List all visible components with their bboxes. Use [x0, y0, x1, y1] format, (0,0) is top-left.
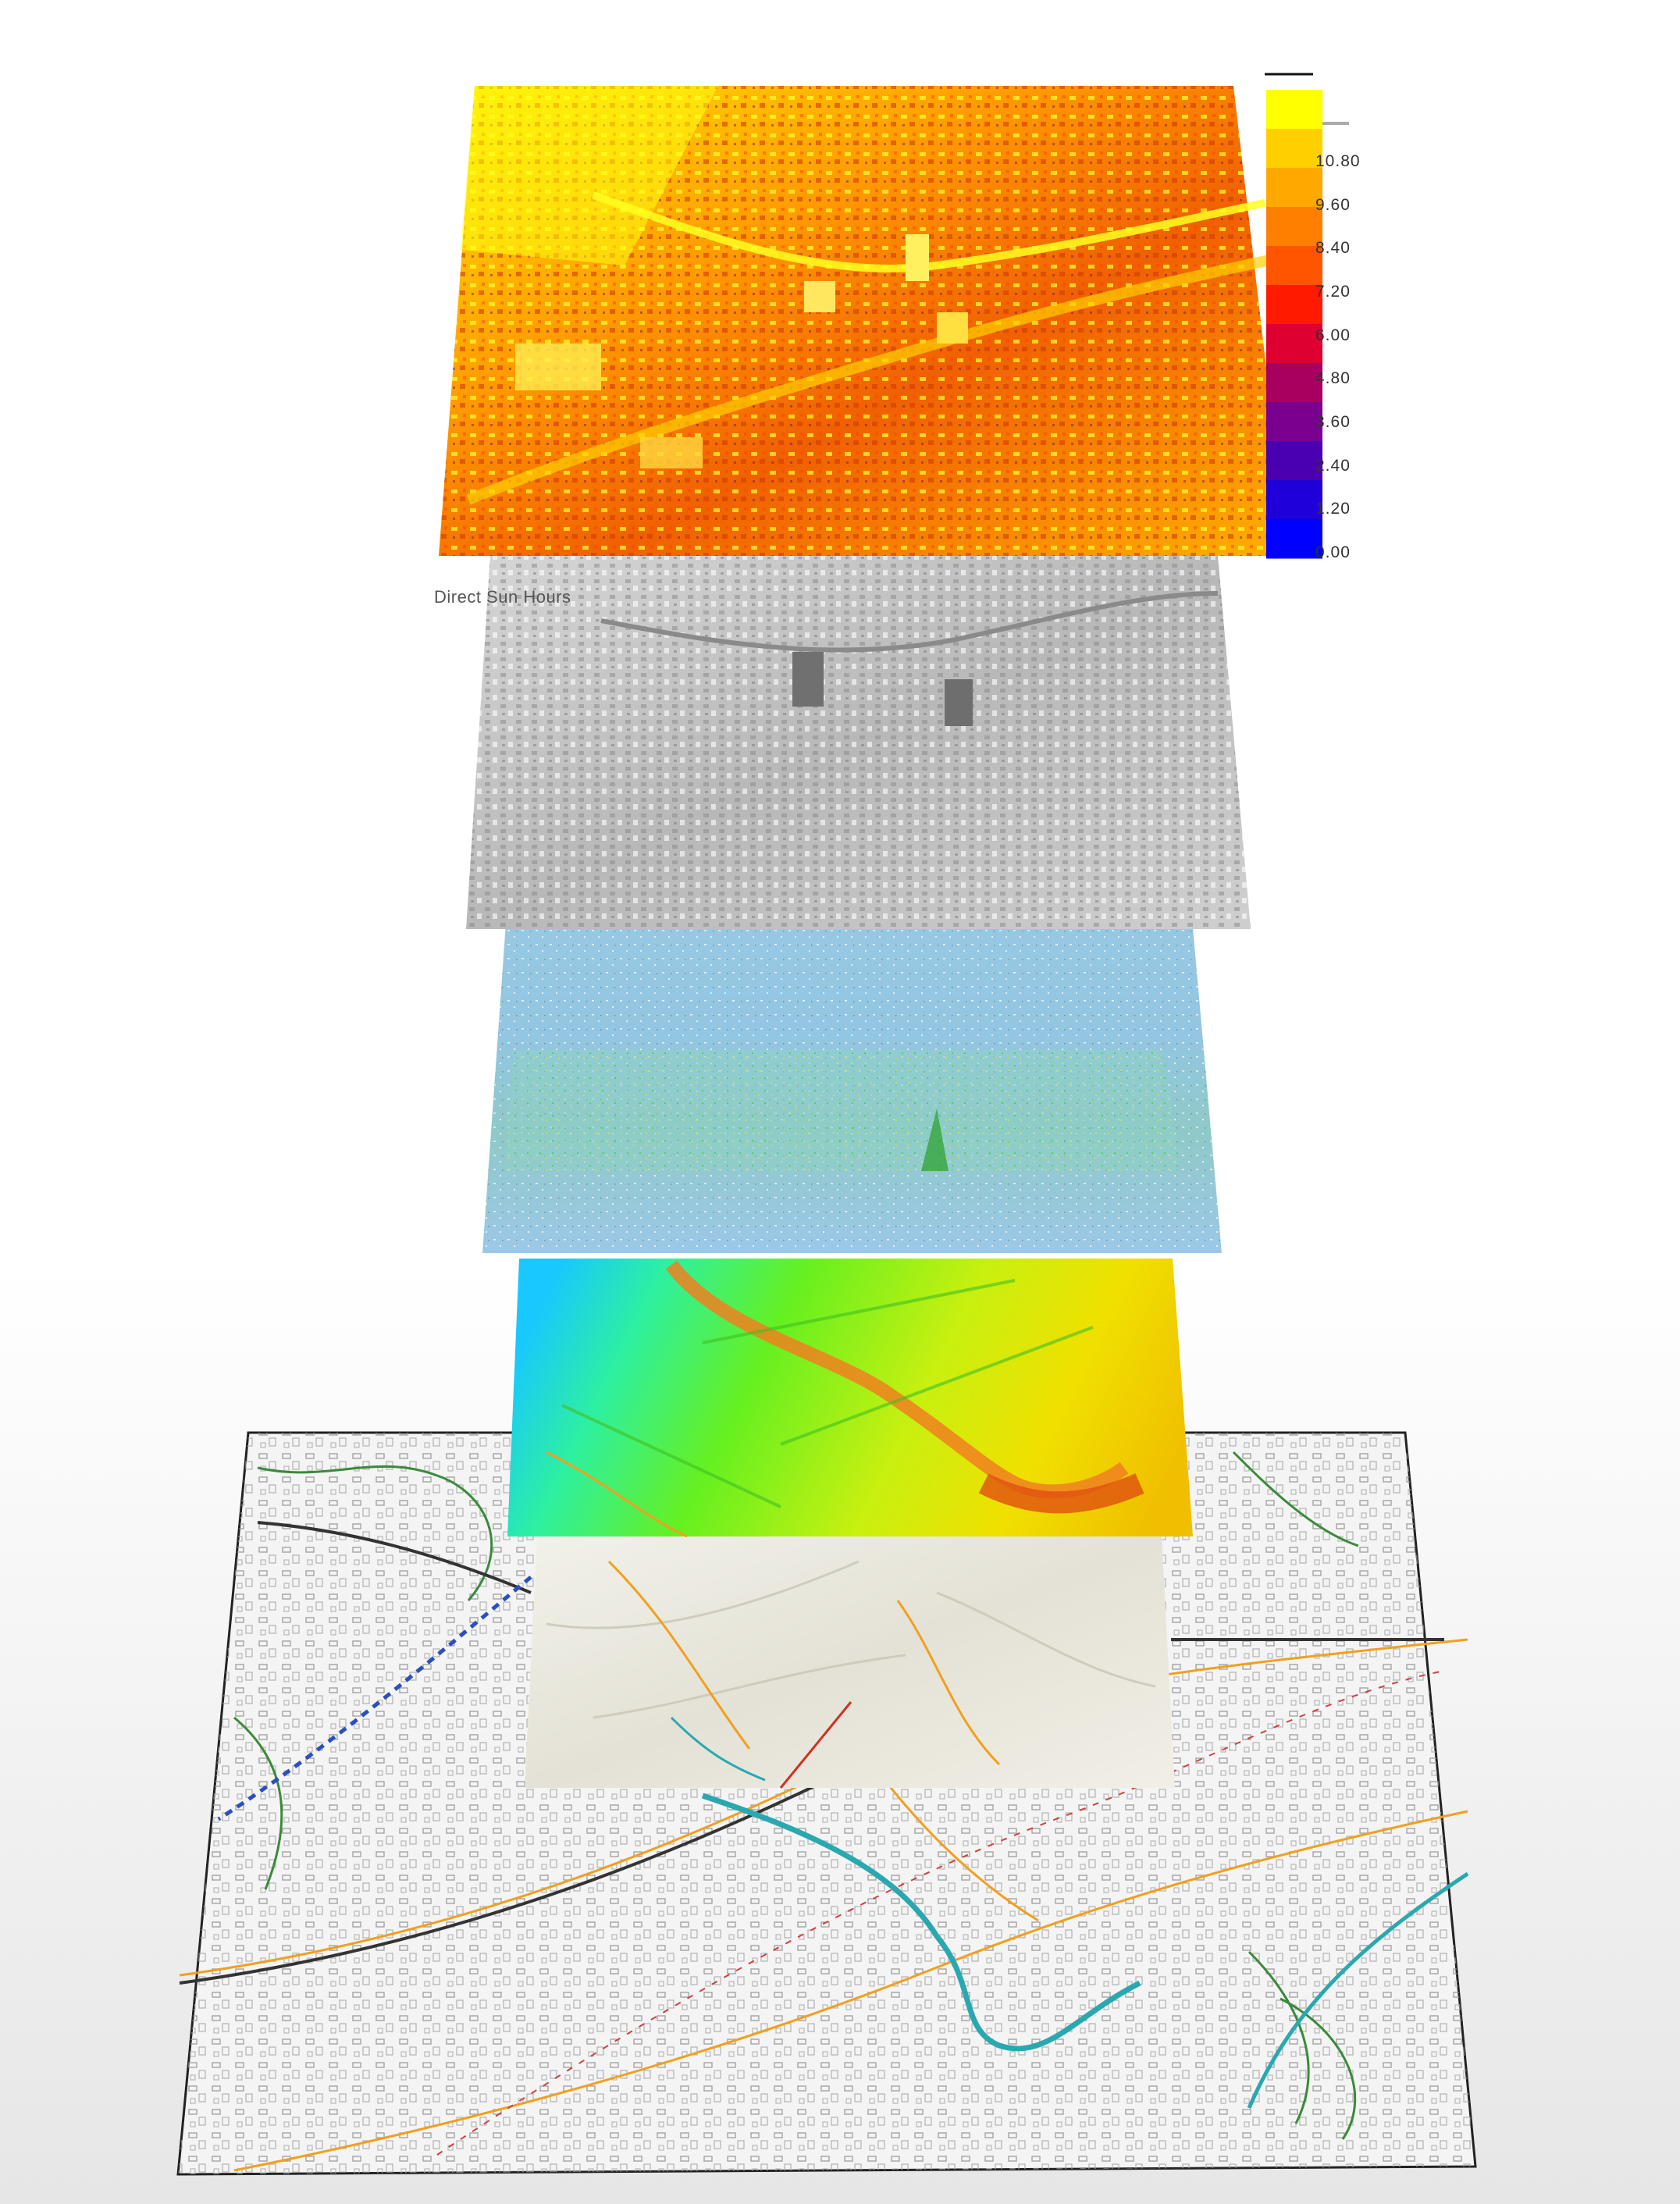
legend-swatch: [1266, 441, 1322, 481]
legend-swatch: [1266, 90, 1322, 130]
legend-tick-label: 8.40: [1315, 239, 1351, 258]
legend-tick-label: 1.20: [1315, 500, 1351, 518]
legend-tick-label: 6.00: [1315, 326, 1351, 344]
basemap-railway-dashed-red: [436, 1670, 1445, 2156]
sun-hours-layer: [439, 86, 1288, 556]
legend-tick-label: 3.60: [1315, 413, 1351, 431]
hillshade-layer: [525, 1536, 1175, 1789]
legend: [1265, 73, 1349, 559]
layer-caption: Direct Sun Hours: [434, 587, 571, 607]
legend-swatch: [1266, 324, 1322, 364]
legend-swatch: [1266, 285, 1322, 325]
basemap-rail-dashed: [217, 1576, 532, 1821]
legend-swatch: [1266, 207, 1322, 247]
legend-swatch: [1266, 480, 1322, 520]
legend-swatch: [1266, 129, 1322, 169]
legend-tick-label: 10.80: [1315, 152, 1361, 170]
city-model-layer: [466, 556, 1251, 929]
sky-view-layer-front: [500, 769, 1222, 1050]
legend-swatch: [1266, 168, 1322, 208]
basemap-rail: [179, 1521, 1444, 1985]
surface-analysis-layer: [504, 1050, 1180, 1171]
legend-tick-label: 4.80: [1315, 369, 1351, 388]
legend-swatch: [1266, 363, 1322, 403]
legend-tick-label: 9.60: [1315, 195, 1351, 214]
legend-swatch: [1266, 246, 1322, 286]
basemap-river: [701, 1793, 1469, 2109]
legend-tick-label: 7.20: [1315, 283, 1351, 301]
legend-swatch: [1266, 519, 1322, 559]
legend-swatch: [1266, 402, 1322, 442]
legend-tick-label: 2.40: [1315, 456, 1351, 475]
elevation-layer: [507, 1259, 1193, 1538]
legend-tick-label: 0.00: [1315, 543, 1351, 561]
basemap-greenways: [233, 1451, 1359, 2140]
